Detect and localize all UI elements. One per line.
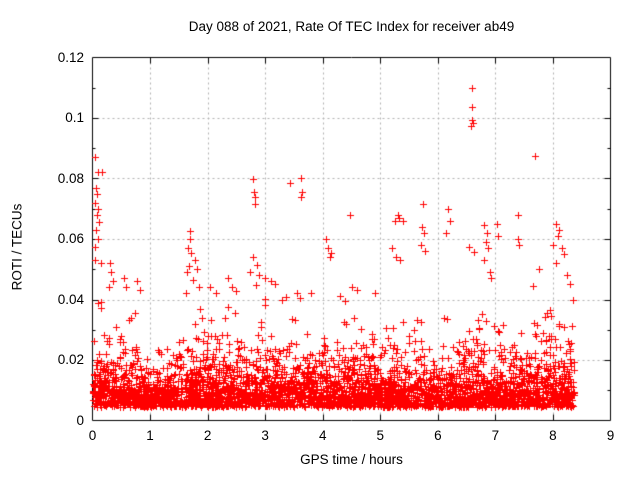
x-tick-label: 9 — [606, 428, 615, 443]
x-tick-label: 5 — [376, 428, 385, 443]
x-tick-label: 1 — [146, 428, 154, 443]
x-tick-label: 7 — [491, 428, 500, 443]
x-tick-label: 6 — [434, 428, 442, 443]
x-tick-label: 2 — [203, 428, 212, 443]
x-axis-label: GPS time / hours — [300, 452, 403, 467]
y-tick-label: 0.1 — [65, 110, 84, 125]
x-tick-label: 3 — [261, 428, 269, 443]
x-tick-label: 4 — [318, 428, 327, 443]
y-tick-label: 0.04 — [57, 291, 84, 307]
x-tick-label: 0 — [88, 428, 97, 443]
y-tick-label: 0.12 — [57, 49, 84, 65]
y-tick-label: 0.08 — [57, 170, 84, 186]
plot-title: Day 088 of 2021, Rate Of TEC Index for r… — [188, 19, 515, 34]
y-axis-label: ROTI / TECUs — [9, 203, 25, 291]
y-tick-label: 0.06 — [57, 231, 84, 246]
y-tick-label: 0.02 — [57, 352, 84, 367]
x-tick-label: 8 — [549, 428, 557, 443]
y-tick-label: 0 — [76, 412, 84, 428]
